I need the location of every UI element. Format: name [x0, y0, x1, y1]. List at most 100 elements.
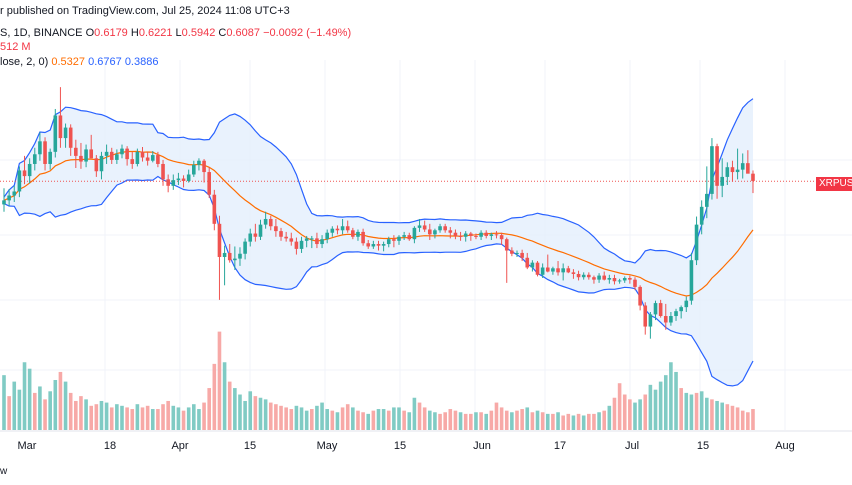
candle-body	[212, 194, 217, 224]
volume-bar	[263, 399, 268, 430]
candle-body	[315, 238, 319, 245]
candle-body	[207, 172, 211, 195]
candle-body	[176, 178, 181, 181]
candle-body	[48, 151, 52, 164]
volume-bar	[99, 400, 104, 430]
candle-body	[474, 235, 478, 237]
open-value: 0.6179	[94, 27, 128, 39]
volume-bar	[669, 362, 673, 430]
candle-body	[268, 218, 273, 227]
candle-body	[63, 127, 68, 139]
volume-bar	[63, 381, 68, 430]
volume-bar	[643, 394, 648, 430]
volume-bar	[576, 413, 581, 430]
volume-bar	[443, 412, 447, 430]
volume-bar	[12, 381, 17, 430]
volume-bar	[746, 412, 750, 430]
symbol-label[interactable]: S, 1D, BINANCE	[0, 27, 83, 39]
candle-body	[484, 232, 489, 236]
candle-body	[720, 176, 724, 186]
candle-body	[330, 228, 335, 233]
volume-bar	[622, 394, 627, 430]
volume-bar	[94, 404, 99, 430]
volume-bar	[530, 412, 535, 430]
candle-body	[386, 239, 391, 245]
volume-bar	[371, 410, 376, 430]
x-tick-label: May	[317, 440, 338, 452]
candle-body	[238, 253, 242, 259]
upper-band-line	[3, 98, 754, 264]
candlesticks	[2, 87, 755, 339]
candle-body	[525, 257, 530, 268]
candle-body	[310, 238, 314, 240]
volume-bar	[489, 410, 494, 430]
volume-bar	[268, 402, 273, 430]
volume-bar	[674, 371, 678, 430]
volume-bar	[392, 407, 396, 430]
volume-bar	[407, 412, 412, 430]
candle-body	[658, 303, 663, 317]
candle-body	[53, 115, 58, 152]
candle-body	[504, 239, 509, 251]
volume-bar	[566, 413, 571, 430]
volume-bar	[227, 381, 232, 430]
volume-bar	[484, 413, 489, 430]
candle-body	[74, 147, 78, 156]
volume-bar	[217, 331, 222, 430]
candle-body	[535, 262, 540, 275]
volume-bar	[402, 410, 406, 430]
candle-body	[192, 164, 196, 175]
candle-body	[17, 170, 22, 192]
volume-bar	[284, 407, 288, 430]
close-label: C	[218, 27, 227, 39]
volume-bar	[120, 405, 124, 430]
candle-body	[705, 193, 709, 207]
volume-bar	[607, 405, 612, 430]
candle-body	[612, 278, 617, 282]
candle-body	[340, 226, 345, 231]
bb-params: lose, 2, 0)	[0, 56, 49, 68]
volume-bars	[2, 331, 755, 430]
candle-body	[181, 178, 186, 181]
close-value: 0.6087	[226, 27, 260, 39]
volume-bar	[699, 391, 704, 430]
candle-body	[361, 231, 365, 244]
volume-bar	[115, 404, 119, 430]
volume-bar	[176, 407, 181, 430]
candle-body	[653, 303, 658, 315]
footer-fragment: w	[0, 466, 8, 477]
volume-bar	[612, 397, 617, 430]
volume-bar	[161, 404, 165, 430]
bollinger-readout[interactable]: lose, 2, 0) 0.5327 0.6767 0.3886	[0, 55, 158, 69]
candle-body	[628, 278, 632, 280]
volume-bar	[38, 386, 42, 430]
volume-bar	[356, 410, 360, 430]
volume-bar	[233, 388, 237, 430]
volume-bar	[22, 362, 27, 430]
volume-bar	[156, 409, 160, 430]
volume-bar	[504, 410, 509, 430]
volume-bar	[361, 412, 365, 430]
lower-band-line	[3, 175, 754, 387]
candle-body	[663, 316, 668, 323]
candle-body	[227, 252, 232, 261]
volume-bar	[720, 402, 724, 430]
volume-bar	[258, 397, 263, 430]
volume-bar	[335, 412, 340, 430]
volume-bar	[2, 375, 6, 430]
candle-body	[561, 268, 565, 273]
candle-body	[12, 191, 17, 196]
candle-body	[530, 262, 535, 268]
volume-bar	[381, 409, 386, 430]
bb-upper-value: 0.6767	[88, 56, 122, 68]
volume-bar	[181, 410, 186, 430]
publisher-line: r published on TradingView.com, Jul 25, …	[0, 5, 290, 17]
candle-body	[366, 243, 371, 247]
candle-body	[351, 230, 355, 237]
candle-body	[617, 280, 622, 282]
high-label: H	[130, 27, 139, 39]
candle-body	[84, 149, 88, 162]
candle-body	[515, 252, 519, 254]
candle-body	[140, 151, 145, 158]
